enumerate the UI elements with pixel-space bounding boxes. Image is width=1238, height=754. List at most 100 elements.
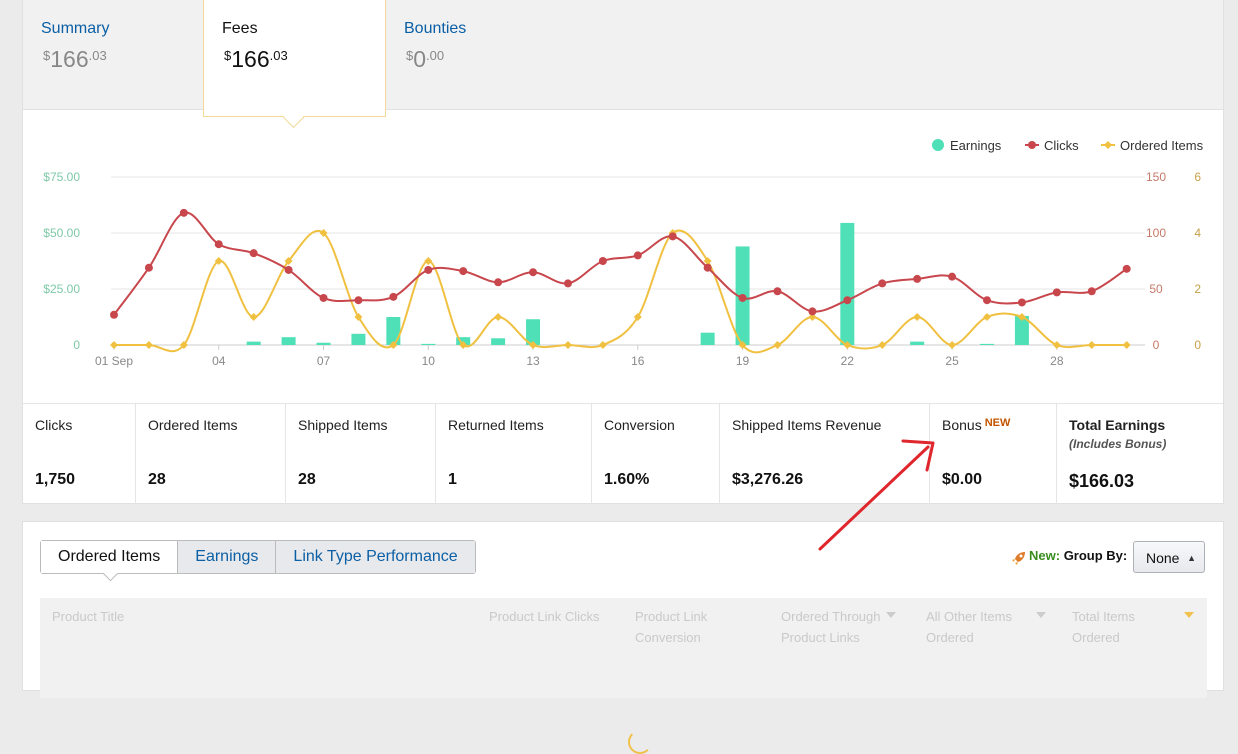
earnings-bar: [526, 319, 541, 345]
clicks-point: [563, 279, 572, 288]
earnings-chart: $75.00 150 6 $50.00 100 4 $25.00 50 2 0 0 0 01 Sep 04…: [43, 138, 1203, 368]
table-header: Product Title Product Link Clicks Produc…: [40, 598, 1207, 754]
stat-label: Bonus NEW: [942, 417, 1011, 433]
col-all-other-items[interactable]: All Other Items Ordered: [926, 606, 1046, 648]
tab-earnings[interactable]: Earnings: [177, 541, 276, 573]
tab-summary[interactable]: Summary $166.03: [23, 0, 203, 111]
ordered-items-point: [1017, 313, 1026, 321]
select-caret-icon: ▲: [1187, 553, 1196, 563]
active-tab-pointer: [282, 106, 305, 129]
tab-fees[interactable]: Fees $166.03: [203, 0, 386, 129]
stat-sublabel: (Includes Bonus): [1069, 437, 1167, 451]
ordered-items-point: [983, 313, 991, 321]
clicks-point: [598, 257, 607, 265]
ordered-items-point: [110, 341, 118, 349]
y-right-clicks-tick-label: 100: [1146, 226, 1166, 240]
ordered-items-point: [179, 341, 188, 349]
clicks-point: [1087, 287, 1096, 296]
ordered-items-point: [494, 313, 503, 321]
clicks-point: [1052, 288, 1061, 297]
clicks-point: [319, 293, 328, 302]
col-ordered-through-links[interactable]: Ordered Through Product Links: [781, 606, 896, 648]
ordered-items-point: [1087, 341, 1096, 349]
ordered-items-point: [1122, 341, 1131, 349]
sort-caret-icon: [1036, 612, 1046, 618]
stat-label: Returned Items: [448, 417, 544, 433]
clicks-point: [144, 263, 153, 272]
stat-value: 28: [148, 471, 166, 488]
earnings-bar: [910, 341, 925, 345]
ordered-items-point: [144, 341, 153, 349]
col-product-link-conversion[interactable]: Product Link Conversion: [635, 609, 708, 645]
tab-summary-label: Summary: [41, 20, 110, 37]
clicks-point: [668, 232, 677, 241]
legend-earnings: Earnings: [950, 138, 1002, 153]
y-left-tick-label: $50.00: [43, 226, 80, 240]
group-by-select[interactable]: None ▲: [1133, 541, 1205, 573]
stat-ordered-items: Ordered Items 28: [136, 404, 286, 504]
stat-value: 1.60%: [604, 471, 650, 488]
ordered-items-point: [354, 313, 363, 321]
clicks-point: [633, 251, 642, 260]
tab-fees-value: $166.03: [224, 46, 288, 72]
clicks-point: [703, 263, 712, 272]
stats-row: Clicks 1,750 Ordered Items 28 Shipped It…: [23, 403, 1223, 504]
y-left-tick-label: $75.00: [43, 170, 80, 184]
stat-value: 28: [298, 471, 316, 488]
new-badge: NEW: [984, 417, 1011, 429]
ordered-items-point: [284, 257, 293, 265]
earnings-bar: [840, 222, 855, 345]
clicks-point: [284, 265, 293, 274]
clicks-point: [529, 268, 538, 277]
legend-clicks-marker: [1028, 141, 1036, 149]
ordered-items-point: [878, 341, 887, 349]
clicks-point: [1017, 298, 1026, 307]
stat-value: 1,750: [35, 471, 76, 488]
x-tick-label: 16: [631, 354, 645, 368]
clicks-point: [459, 267, 468, 276]
legend-earnings-marker: [932, 139, 944, 151]
y-right-items-tick-label: 4: [1194, 226, 1201, 240]
ordered-items-point: [913, 313, 922, 321]
ordered-items-point: [633, 313, 642, 321]
earnings-bar: [281, 337, 296, 345]
y-right-clicks-tick-label: 150: [1146, 170, 1166, 184]
stat-label: Clicks: [35, 417, 73, 433]
stat-value: $166.03: [1069, 471, 1135, 491]
tab-link-type-performance[interactable]: Link Type Performance: [275, 541, 475, 573]
earnings-bar: [980, 343, 994, 345]
earnings-bar: [421, 343, 436, 345]
clicks-point: [1122, 264, 1131, 273]
earnings-bar: [491, 338, 506, 345]
stat-clicks: Clicks 1,750: [23, 404, 136, 504]
earnings-bar: [386, 317, 401, 345]
earnings-bar: [316, 342, 331, 345]
earnings-bar: [700, 332, 715, 345]
stat-total-earnings: Total Earnings (Includes Bonus) $166.03: [1057, 404, 1223, 504]
stat-returned-items: Returned Items 1: [436, 404, 592, 504]
ordered-items-point: [598, 341, 607, 349]
stat-shipped-items: Shipped Items 28: [286, 404, 436, 504]
x-tick-label: 07: [317, 354, 331, 368]
sort-caret-icon: [886, 612, 896, 618]
y-left-tick-label: 0: [73, 338, 80, 352]
clicks-point: [179, 208, 188, 217]
ordered-items-point: [808, 313, 817, 321]
col-total-items-ordered[interactable]: Total Items Ordered: [1072, 606, 1194, 648]
clicks-point: [808, 307, 817, 316]
clicks-line: [113, 211, 1128, 316]
col-product-title[interactable]: Product Title: [52, 609, 125, 624]
clicks-point: [948, 272, 957, 281]
y-right-items-tick-label: 2: [1194, 282, 1201, 296]
group-by-label: New: Group By:: [1029, 548, 1128, 563]
stat-label: Ordered Items: [148, 417, 238, 433]
clicks-point: [843, 296, 852, 305]
ordered-items-point: [738, 341, 747, 349]
y-right-items-tick-label: 0: [1194, 338, 1201, 352]
clicks-point: [424, 265, 433, 274]
earnings-bar: [246, 341, 261, 345]
ordered-items-point: [948, 341, 957, 349]
ordered-items-point: [459, 341, 468, 349]
tab-bounties[interactable]: Bounties $0.00: [386, 0, 566, 111]
col-product-link-clicks[interactable]: Product Link Clicks: [489, 609, 600, 624]
